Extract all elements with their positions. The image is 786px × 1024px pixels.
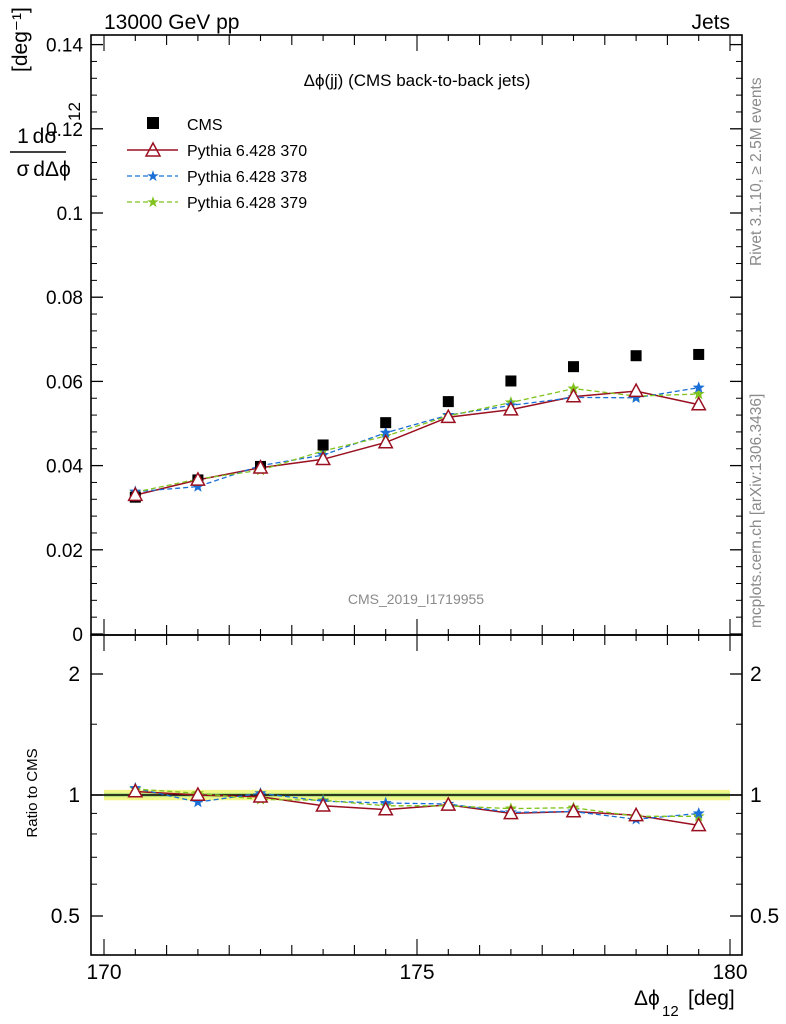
ratio-tick-label-left: 0.5 [51,905,80,928]
ratio-p370-point [502,804,519,820]
p378-data-point [692,381,705,393]
ratio-p370-point [690,816,707,832]
x-axis-title: Δϕ 12 [deg] [634,987,735,1020]
y-title-unit: [deg⁻¹] [9,7,32,72]
y-tick-label: 0.14 [46,36,83,57]
legend-p379-marker: ★ [146,194,159,211]
y-title-denominator-sigma: σ [17,158,30,181]
analysis-watermark: CMS_2019_I1719955 [348,591,484,607]
ratio-p370-point [127,782,144,798]
plot-title: Δϕ(jj) (CMS back-to-back jets) [304,71,531,90]
p370-data-point [690,395,707,411]
header-energy-label: 13000 GeV pp [104,11,239,34]
header-jets-label: Jets [691,11,730,34]
legend: CMS Pythia 6.428 370 ★ Pythia 6.428 378 … [127,117,307,212]
p370-data-point [315,450,332,466]
y-tick-label: 0.12 [46,120,83,141]
cms-data-point [693,348,705,360]
mcplots-reference-label: mcplots.cern.ch [arXiv:1306.3436] [748,394,765,628]
main-p379-line [135,387,699,493]
ratio-tick-label-left: 2 [68,663,80,686]
legend-p379-label: Pythia 6.428 379 [187,195,307,212]
ratio-axis-ticks: 0.5 0.5 1 1 2 2 [51,663,779,956]
main-p378-line [135,387,699,493]
legend-p370-marker [144,141,162,157]
ratio-p370-point [377,800,394,816]
p370-data-point [565,387,582,403]
y-title-sub-12: 12 [65,102,84,121]
cms-data-point [317,439,329,451]
p370-data-point [628,382,645,398]
y-title-d-sigma: dσ [33,125,58,148]
x-tick-label: 180 [712,961,747,984]
ratio-tick-label-right: 2 [750,663,762,686]
ratio-series-lines [127,781,707,832]
main-y-axis-title: 1 σ dσ dΔϕ 12 [deg⁻¹] [9,7,84,181]
y-title-d-delta-phi: dΔϕ [33,158,70,181]
y-tick-label: 0 [72,625,83,646]
rivet-version-label: Rivet 3.1.10, ≥ 2.5M events [748,77,765,266]
cms-data-point [505,375,517,387]
p370-data-point [189,471,206,486]
legend-cms-label: CMS [187,117,223,134]
x-tick-label: 170 [86,961,121,984]
y-title-numerator-1: 1 [17,125,29,148]
ratio-p370-point [440,796,457,811]
p370-data-point [502,401,519,416]
ratio-tick-label-right: 0.5 [750,905,779,928]
y-tick-label: 0.02 [46,541,83,562]
x-title-unit: [deg] [688,987,735,1010]
x-title-delta-phi: Δϕ [634,987,660,1010]
ratio-p370-point [565,802,582,818]
main-series-lines [127,348,707,503]
cms-data-point [568,361,579,373]
x-title-sub-12: 12 [662,1003,679,1020]
legend-p378-label: Pythia 6.428 378 [187,169,307,186]
ratio-p379-line [135,788,699,817]
p370-data-point [252,459,269,474]
y-tick-label: 0.1 [57,204,83,225]
y-tick-label: 0.08 [46,288,83,309]
legend-p370-label: Pythia 6.428 370 [187,143,307,160]
cms-data-point [630,350,642,362]
ratio-tick-label-right: 1 [750,784,762,807]
legend-p378-marker: ★ [146,168,159,185]
main-p370-line [135,390,699,496]
x-tick-label: 175 [399,961,434,984]
y-tick-label: 0.06 [46,372,83,393]
ratio-p370-point [628,806,645,822]
cms-data-point [380,417,392,429]
p370-data-point [440,408,457,424]
ratio-tick-label-left: 1 [68,784,80,807]
legend-cms-marker [147,117,159,129]
main-axis-ticks: 0 0.02 0.04 0.06 0.08 0.1 0.12 0.14 [46,36,742,646]
ratio-p378-point [692,807,705,819]
p370-data-point [377,433,394,449]
ratio-p370-point [315,797,332,812]
ratio-p370-line [135,790,699,827]
ratio-y-axis-title: Ratio to CMS [24,748,41,837]
ratio-p370-point [252,788,269,803]
cms-data-point [442,396,454,408]
x-axis-ticks: 170 175 180 [86,35,748,984]
y-tick-label: 0.04 [46,457,83,478]
ratio-p378-line [135,787,699,820]
ratio-p370-point [189,786,206,801]
p370-data-point [127,486,144,502]
